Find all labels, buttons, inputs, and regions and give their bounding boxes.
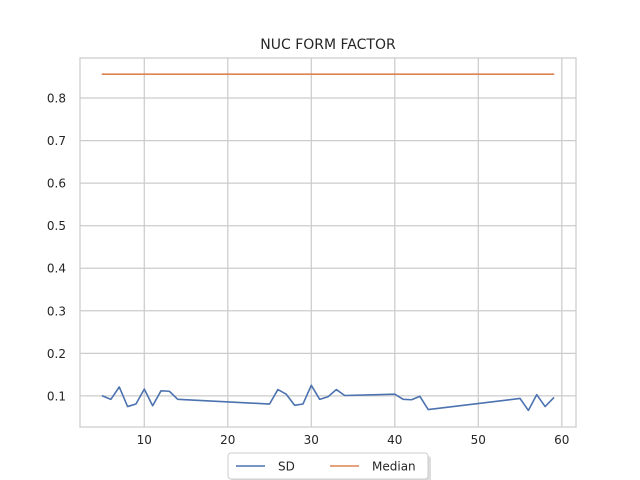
y-tick-label: 0.5 xyxy=(47,219,66,233)
x-tick-label: 60 xyxy=(554,433,569,447)
y-tick-label: 0.8 xyxy=(47,92,66,106)
grid xyxy=(80,58,576,427)
chart-title: NUC FORM FACTOR xyxy=(260,37,396,53)
plot-frame xyxy=(79,57,577,428)
x-tick-label: 30 xyxy=(304,433,319,447)
y-tick-label: 0.3 xyxy=(47,304,66,318)
y-tick-label: 0.2 xyxy=(47,347,66,361)
y-tick-label: 0.4 xyxy=(47,262,66,276)
x-tick-label: 20 xyxy=(220,433,235,447)
x-tick-label: 40 xyxy=(387,433,402,447)
y-axis: 0.1 0.2 0.3 0.4 0.5 0.6 0.7 0.8 xyxy=(47,92,66,404)
legend-label-sd: SD xyxy=(278,460,295,474)
legend-label-median: Median xyxy=(372,460,416,474)
legend: SD Median xyxy=(227,452,431,480)
y-tick-label: 0.6 xyxy=(47,177,66,191)
legend-box xyxy=(227,452,429,480)
y-tick-label: 0.1 xyxy=(47,389,66,403)
series-layer xyxy=(101,73,555,412)
x-tick-label: 10 xyxy=(137,433,152,447)
y-tick-label: 0.7 xyxy=(47,134,66,148)
series-line-sd xyxy=(101,384,555,412)
x-tick-label: 50 xyxy=(471,433,486,447)
x-axis: 10 20 30 40 50 60 xyxy=(137,433,570,447)
